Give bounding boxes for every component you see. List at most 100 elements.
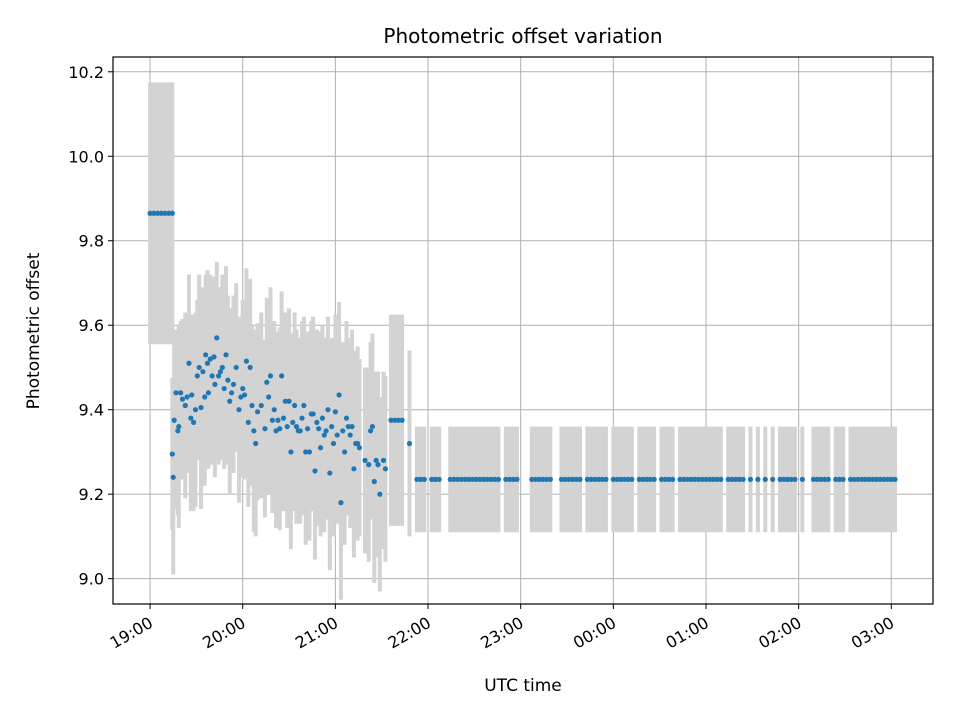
data-point (540, 476, 546, 482)
data-point (267, 373, 274, 379)
data-point (399, 417, 405, 423)
data-point (369, 423, 376, 430)
data-point (573, 476, 579, 482)
data-point (514, 476, 520, 482)
data-point (599, 476, 605, 482)
data-point (266, 394, 272, 400)
data-point (188, 415, 194, 421)
data-point (182, 402, 188, 409)
data-point (618, 476, 624, 482)
data-point (436, 476, 442, 482)
data-point (703, 476, 709, 482)
data-point (651, 476, 657, 482)
data-point (165, 210, 172, 216)
data-point (253, 440, 259, 447)
y-tick-label: 10.2 (68, 63, 104, 82)
data-point (275, 417, 281, 423)
data-point (290, 419, 296, 425)
data-point (733, 476, 739, 482)
y-tick-label: 9.8 (79, 232, 104, 251)
data-point (251, 428, 257, 434)
data-point (345, 423, 351, 430)
y-tick-label: 9.2 (79, 485, 104, 504)
data-point (566, 476, 572, 482)
data-point (288, 449, 294, 455)
data-point (877, 476, 883, 482)
data-point (212, 381, 218, 387)
y-axis-ticks: 9.0 9.2 9.4 9.6 9.8 10.0 10.2 (68, 63, 113, 589)
data-point (299, 415, 305, 421)
data-point (277, 426, 283, 432)
plot-frame (112, 56, 934, 605)
data-point (388, 417, 394, 423)
data-point (211, 354, 217, 360)
data-point (681, 476, 687, 482)
data-point (421, 476, 427, 482)
data-point (284, 423, 290, 430)
data-point (884, 476, 891, 482)
data-point (373, 457, 379, 463)
data-point (178, 390, 184, 396)
data-point (147, 210, 153, 216)
data-point (356, 445, 363, 451)
data-point (292, 402, 298, 409)
data-point (847, 476, 854, 482)
data-point (429, 476, 435, 482)
data-point (558, 476, 565, 482)
data-point (336, 392, 342, 398)
data-point (176, 423, 182, 430)
data-point (349, 423, 355, 430)
data-point (375, 462, 381, 468)
data-point (821, 476, 828, 482)
data-point (230, 381, 237, 387)
data-point (677, 476, 683, 482)
y-axis-title: Photometric offset (24, 252, 44, 409)
data-point (762, 476, 768, 482)
data-point (395, 417, 401, 423)
y-tick-label: 10.0 (68, 147, 104, 166)
data-point (189, 392, 195, 398)
data-point (458, 476, 464, 482)
data-point (862, 476, 868, 482)
data-point (280, 415, 287, 421)
data-point (205, 390, 212, 396)
data-point (432, 476, 439, 482)
data-point (254, 409, 261, 415)
data-points (147, 210, 898, 506)
data-point (221, 385, 227, 392)
data-point (264, 379, 270, 385)
data-point (332, 409, 338, 415)
data-point (245, 419, 251, 425)
data-point (684, 476, 691, 482)
y-tick-label: 9.6 (79, 316, 104, 335)
data-point (329, 423, 335, 430)
data-point (529, 476, 535, 482)
data-point (784, 476, 791, 482)
data-point (200, 369, 206, 375)
data-point (340, 428, 346, 434)
data-point (503, 476, 509, 482)
chart-title: Photometric offset variation (383, 24, 662, 48)
data-point (840, 476, 846, 482)
data-point (303, 449, 309, 455)
data-point (214, 335, 220, 341)
data-point (603, 476, 609, 482)
data-point (481, 476, 487, 482)
data-point (636, 476, 642, 482)
data-point (170, 474, 176, 480)
data-point (447, 476, 453, 482)
data-point (870, 476, 876, 482)
data-point (321, 432, 327, 438)
data-point (191, 419, 197, 425)
data-point (418, 476, 424, 482)
data-point (477, 476, 483, 482)
data-point (196, 364, 202, 371)
data-point (184, 394, 190, 400)
data-point (621, 476, 628, 482)
data-point (347, 432, 353, 438)
data-point (792, 476, 798, 482)
data-point (866, 476, 872, 482)
data-point (788, 476, 794, 482)
data-point (851, 476, 857, 482)
data-point (836, 476, 843, 482)
